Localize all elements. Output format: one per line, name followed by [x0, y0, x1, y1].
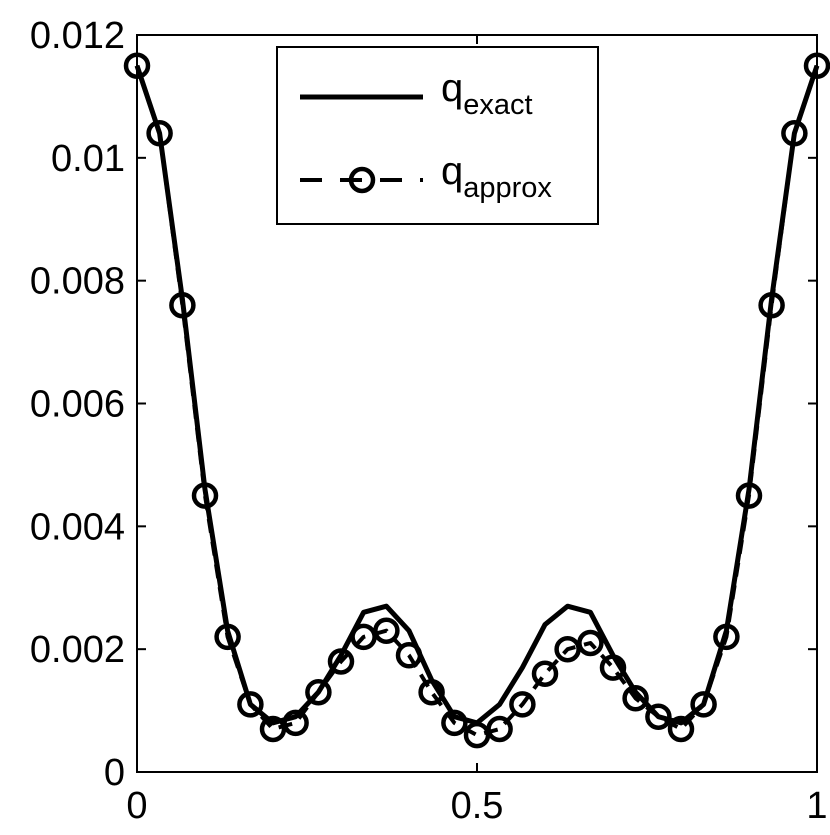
y-tick-label: 0.01 — [51, 138, 125, 180]
legend-label-exact: qexact — [441, 66, 533, 121]
series-point-approx — [758, 291, 785, 319]
y-tick-label: 0.006 — [30, 384, 125, 426]
series-point-approx — [713, 623, 740, 651]
series-point-approx — [577, 629, 604, 657]
series-point-approx — [486, 715, 513, 743]
legend-label-approx: qapprox — [441, 149, 552, 204]
series-point-approx — [645, 703, 672, 730]
series-point-approx — [531, 660, 559, 687]
legend-marker-approx — [348, 166, 376, 194]
x-tick-label: 0 — [126, 785, 147, 827]
series-point-approx — [554, 635, 581, 663]
series-point-approx — [237, 691, 264, 718]
series-point-approx — [599, 654, 627, 681]
series-point-approx — [282, 709, 309, 737]
series-point-approx — [667, 715, 695, 743]
series-point-approx — [622, 685, 649, 712]
legend-box — [276, 46, 599, 225]
series-point-approx — [735, 482, 763, 509]
series-layer — [123, 52, 830, 749]
series-point-approx — [690, 691, 717, 718]
series-point-approx — [214, 623, 241, 651]
series-point-approx — [418, 678, 445, 706]
series-point-approx — [169, 291, 196, 319]
series-point-approx — [781, 120, 808, 147]
series-point-approx — [441, 709, 468, 737]
series-point-approx — [305, 678, 332, 706]
series-point-approx — [509, 691, 536, 718]
y-tick-label: 0.002 — [30, 629, 125, 671]
y-tick-label: 0.012 — [30, 15, 125, 57]
x-tick-label: 1 — [806, 785, 827, 827]
series-line-approx — [135, 65, 819, 738]
series-point-approx — [350, 623, 377, 651]
y-tick-label: 0.004 — [30, 506, 125, 548]
series-point-approx — [327, 648, 355, 675]
y-tick-label: 0 — [104, 752, 125, 794]
legend: qexact qapprox — [276, 46, 599, 225]
x-tick-label: 0.5 — [451, 785, 504, 827]
series-point-approx — [146, 120, 173, 147]
axes: 0 0.5 1 0 0.002 0.004 0.006 0.008 0.01 0.012 — [30, 15, 828, 827]
series-point-approx — [191, 482, 219, 509]
series-point-approx — [373, 617, 400, 644]
y-tick-label: 0.008 — [30, 261, 125, 303]
series-point-approx — [395, 642, 423, 669]
